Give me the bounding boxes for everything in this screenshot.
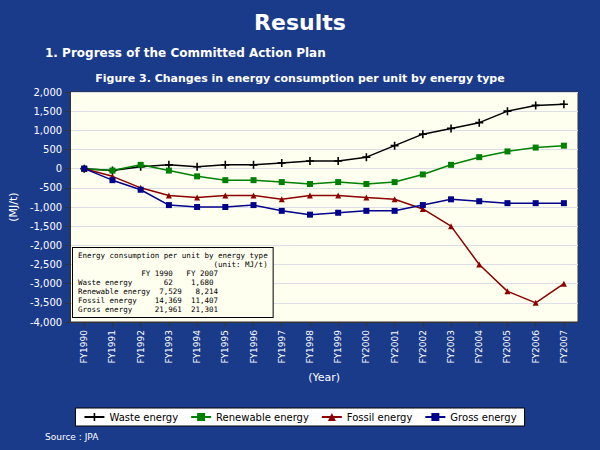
svg-text:Fossil energy 14,369 11,40: Fossil energy 14,369 11,407 <box>78 296 218 305</box>
svg-text:FY1991: FY1991 <box>107 330 117 364</box>
svg-text:Source : JPA: Source : JPA <box>45 432 99 442</box>
svg-text:FY1996: FY1996 <box>249 330 259 364</box>
svg-text:1,500: 1,500 <box>33 106 62 117</box>
svg-text:FY2000: FY2000 <box>361 330 371 364</box>
svg-text:FY2006: FY2006 <box>531 330 541 364</box>
svg-text:FY1999: FY1999 <box>333 330 343 364</box>
svg-text:1,000: 1,000 <box>33 125 62 136</box>
svg-text:FY 1990 FY 2007: FY 1990 FY 2007 <box>78 269 218 278</box>
svg-text:FY1994: FY1994 <box>192 330 202 364</box>
svg-text:500: 500 <box>43 144 62 155</box>
svg-text:-2,500: -2,500 <box>30 259 62 270</box>
svg-text:-3,000: -3,000 <box>30 278 62 289</box>
svg-text:Waste energy: Waste energy <box>109 412 178 423</box>
svg-text:FY2004: FY2004 <box>474 330 484 364</box>
svg-text:FY2002: FY2002 <box>418 330 428 364</box>
svg-text:FY2003: FY2003 <box>446 330 456 364</box>
svg-text:(unit: MJ/t): (unit: MJ/t) <box>78 260 268 269</box>
svg-text:Gross energy: Gross energy <box>450 412 516 423</box>
svg-text:-500: -500 <box>39 182 62 193</box>
svg-text:FY1998: FY1998 <box>305 330 315 364</box>
svg-text:Waste energy 62 1,680: Waste energy 62 1,680 <box>78 278 214 287</box>
svg-text:1. Progress of the Committed A: 1. Progress of the Committed Action Plan <box>45 46 326 60</box>
svg-text:Figure 3. Changes in energy co: Figure 3. Changes in energy consumption … <box>95 72 504 85</box>
svg-text:-4,000: -4,000 <box>30 317 62 328</box>
svg-text:FY2005: FY2005 <box>502 330 512 364</box>
svg-text:FY1995: FY1995 <box>220 330 230 364</box>
svg-text:0: 0 <box>56 163 62 174</box>
svg-text:FY1990: FY1990 <box>79 330 89 364</box>
svg-text:-1,500: -1,500 <box>30 221 62 232</box>
svg-text:FY2007: FY2007 <box>559 330 569 364</box>
svg-text:(MJ/t): (MJ/t) <box>7 192 20 221</box>
svg-text:FY2001: FY2001 <box>390 330 400 364</box>
svg-text:Energy consumption per unit by: Energy consumption per unit by energy ty… <box>78 251 268 260</box>
svg-text:Gross energy 21,961 21,30: Gross energy 21,961 21,301 <box>78 305 218 314</box>
svg-text:-2,000: -2,000 <box>30 240 62 251</box>
svg-text:Results: Results <box>254 10 346 35</box>
svg-text:2,000: 2,000 <box>33 87 62 98</box>
svg-text:Renewable energy: Renewable energy <box>216 412 309 423</box>
svg-text:FY1992: FY1992 <box>136 330 146 364</box>
svg-text:Fossil energy: Fossil energy <box>347 412 413 423</box>
svg-text:(Year): (Year) <box>308 371 340 384</box>
svg-text:FY1993: FY1993 <box>164 330 174 364</box>
svg-text:FY1997: FY1997 <box>277 330 287 364</box>
svg-text:Renewable energy 7,529 8,21: Renewable energy 7,529 8,214 <box>78 287 218 296</box>
svg-text:-1,000: -1,000 <box>30 202 62 213</box>
svg-text:-3,500: -3,500 <box>30 297 62 308</box>
